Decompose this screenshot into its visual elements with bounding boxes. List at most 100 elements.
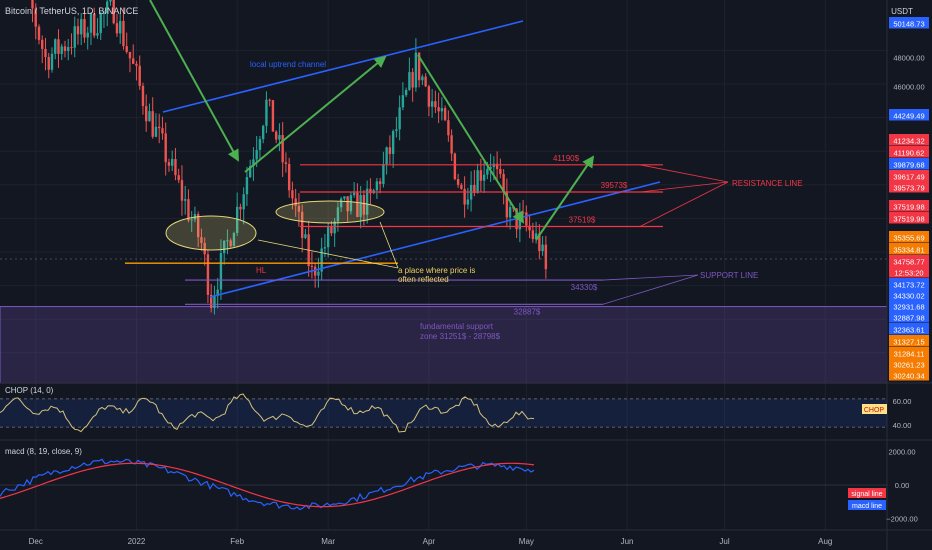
macd-legend: macd (8, 19, close, 9) [5, 447, 82, 456]
candle-body [398, 107, 401, 130]
resistance-pointer [639, 181, 729, 193]
resistance-pointer [639, 164, 729, 183]
time-axis-label: Jun [621, 537, 634, 546]
price-label [889, 369, 929, 381]
candle-body [326, 227, 330, 248]
candle-body [96, 33, 99, 36]
price-label [889, 323, 929, 335]
candle-body [271, 100, 275, 132]
candle-body [141, 85, 145, 107]
candle-body [417, 52, 421, 81]
candle-body [443, 108, 447, 121]
price-label-text: 30240.34 [893, 372, 924, 381]
price-label-text: 39879.68 [893, 161, 924, 170]
candle-body [508, 207, 512, 218]
candle-body [70, 47, 73, 49]
candle-body [440, 108, 444, 112]
price-label-bg [889, 146, 929, 158]
price-label-bg [889, 200, 929, 212]
candle-body [67, 47, 70, 51]
candle-body [265, 99, 268, 126]
price-label-text: 39573.79 [893, 184, 924, 193]
candle-body [369, 188, 372, 194]
price-label-bg [889, 255, 929, 267]
price-label [889, 358, 929, 370]
support-line-label: SUPPORT LINE [700, 271, 758, 280]
price-label-text: 48000.00 [893, 54, 924, 63]
candle-body [346, 196, 349, 212]
price-label [889, 335, 929, 347]
candle-body [495, 163, 499, 169]
price-label-text: 35334.81 [893, 246, 924, 255]
candle-body [132, 58, 135, 64]
price-label-bg [889, 369, 929, 381]
candle-body [466, 199, 470, 205]
candle-body [287, 163, 291, 191]
candle-body [229, 240, 232, 247]
candle-body [320, 248, 323, 272]
candle-body [447, 120, 450, 136]
candle-body [375, 181, 379, 191]
price-label [889, 158, 929, 170]
candle-body [323, 247, 327, 249]
candle-body [463, 188, 466, 205]
candle-body [456, 179, 460, 185]
candle-body [31, 0, 34, 9]
resistance-level-label: 39573$ [601, 181, 628, 190]
price-label [889, 300, 929, 312]
price-label-text: 39617.49 [893, 173, 924, 182]
price-label [889, 289, 929, 301]
candle-body [255, 149, 258, 160]
candle-body [294, 198, 297, 206]
price-label-bg [889, 311, 929, 323]
candle-body [521, 212, 525, 214]
price-label-bg [889, 347, 929, 359]
price-label-bg [889, 278, 929, 290]
currency-label: USDT [891, 7, 913, 16]
candle-body [430, 101, 434, 107]
candle-body [385, 147, 388, 165]
candle-body [76, 26, 80, 35]
price-label-bg [889, 289, 929, 301]
candle-body [83, 19, 86, 38]
candle-body [502, 173, 505, 192]
candle-body [489, 167, 492, 169]
candle-body [239, 206, 242, 210]
macd-badge-bg [848, 500, 886, 510]
candle-body [391, 131, 395, 155]
price-label [889, 347, 929, 359]
candle-body [453, 153, 457, 180]
candle-body [278, 135, 281, 140]
chop-axis-label: 60.00 [893, 397, 912, 406]
candle-body [284, 162, 288, 164]
candle-body [486, 168, 489, 175]
candle-body [57, 39, 60, 54]
candle-body [174, 159, 177, 176]
reflection-ellipse-right [275, 200, 385, 224]
candle-body [333, 221, 336, 234]
price-label [889, 255, 929, 267]
resistance-pointer [639, 181, 729, 227]
trend-arrow [244, 55, 387, 173]
candle-body [304, 234, 307, 238]
chop-axis-label: 40.00 [893, 421, 912, 430]
price-label [889, 278, 929, 290]
candle-body [297, 205, 301, 212]
candle-body [161, 128, 164, 134]
candle-body [164, 133, 167, 163]
candle-body [479, 170, 483, 181]
candle-body [135, 63, 138, 66]
fundamental-support-zone [0, 306, 888, 384]
price-label-text: 32931.68 [893, 303, 924, 312]
candle-body [414, 52, 418, 88]
candle-body [388, 147, 392, 155]
price-label-bg [889, 158, 929, 170]
price-label-bg [889, 212, 929, 224]
channel-label: local uptrend channel [250, 60, 326, 69]
time-axis-label: Apr [423, 537, 436, 546]
support-pointer [602, 274, 699, 281]
candle-body [281, 135, 284, 163]
candle-body [427, 86, 431, 107]
candle-body [534, 233, 538, 240]
